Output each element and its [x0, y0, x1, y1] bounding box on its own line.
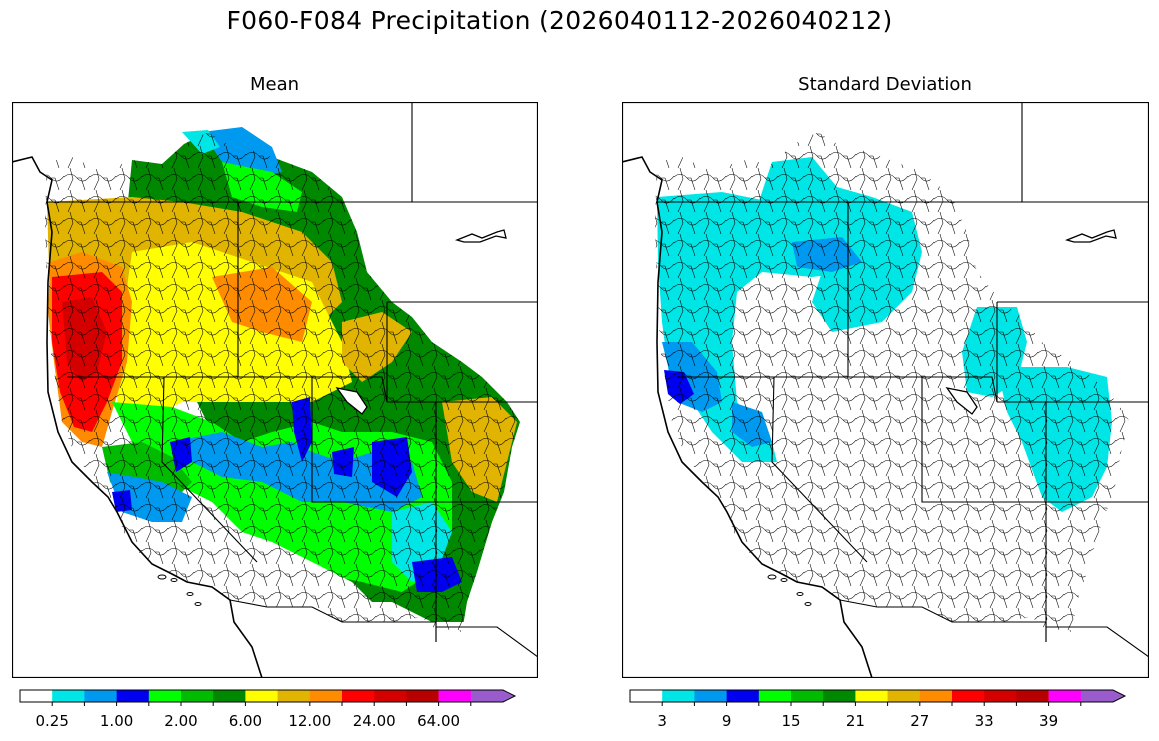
colorbar-swatch-6 — [213, 690, 246, 702]
colorbar-label: 6.00 — [229, 712, 262, 730]
colorbar-swatch-4 — [758, 690, 792, 702]
mean-basin-boundaries — [45, 132, 520, 632]
colorbar-label: 64.00 — [417, 712, 460, 730]
colorbar-swatch-5 — [181, 690, 214, 702]
colorbar-swatch-12 — [406, 690, 439, 702]
mean-map-frame — [12, 102, 538, 678]
figure-title: F060-F084 Precipitation (2026040112-2026… — [226, 6, 893, 35]
mean-state-boundaries — [47, 102, 538, 658]
colorbar-swatch-10 — [952, 690, 985, 702]
colorbar-swatch-0 — [20, 690, 53, 702]
colorbar-swatch-11 — [374, 690, 407, 702]
colorbar-swatch-7 — [245, 690, 278, 702]
mean-coastline — [12, 156, 263, 678]
colorbar-swatch-5 — [791, 690, 824, 702]
colorbar-swatch-2 — [694, 690, 727, 702]
colorbar-swatch-13 — [1048, 690, 1082, 702]
colorbar-label: 33 — [975, 712, 994, 730]
colorbar-label: 15 — [781, 712, 800, 730]
mean-panel-title: Mean — [249, 74, 300, 95]
colorbar-swatch-14 — [1080, 690, 1125, 702]
colorbar-swatch-8 — [887, 690, 921, 702]
stddev-colorbar: 3 9 15 21 27 33 39 — [629, 689, 1127, 730]
colorbar-swatch-2 — [84, 690, 117, 702]
colorbar-label: 21 — [846, 712, 865, 730]
colorbar-swatch-3 — [726, 690, 760, 702]
colorbar-swatch-1 — [662, 690, 695, 702]
colorbar-label: 2.00 — [164, 712, 197, 730]
colorbar-swatch-1 — [52, 690, 85, 702]
stddev-precipitation-map — [622, 102, 1149, 678]
colorbar-swatch-9 — [309, 690, 343, 702]
stddev-basin-boundaries — [655, 132, 1130, 632]
stddev-great-salt-lake — [945, 387, 978, 415]
stddev-coastline — [622, 156, 873, 678]
colorbar-swatch-12 — [1016, 690, 1049, 702]
colorbar-label: 24.00 — [353, 712, 396, 730]
colorbar-swatch-3 — [116, 690, 150, 702]
colorbar-outline — [19, 689, 517, 703]
stddev-state-boundaries — [657, 102, 1149, 658]
colorbar-swatch-13 — [438, 690, 472, 702]
colorbar-label: 3 — [657, 712, 667, 730]
mean-precipitation-map — [12, 102, 538, 678]
colorbar-label: 27 — [910, 712, 929, 730]
colorbar-swatch-0 — [630, 690, 663, 702]
mean-channel-islands — [157, 574, 202, 606]
stddev-map-frame — [622, 102, 1149, 678]
colorbar-swatch-14 — [470, 690, 515, 702]
colorbar-swatch-10 — [342, 690, 375, 702]
mean-lake-superior — [454, 229, 507, 243]
colorbar-label: 9 — [722, 712, 732, 730]
colorbar-swatch-9 — [919, 690, 953, 702]
stddev-channel-islands — [767, 574, 812, 606]
colorbar-label: 0.25 — [35, 712, 68, 730]
colorbar-swatch-6 — [823, 690, 856, 702]
colorbar-label: 39 — [1039, 712, 1058, 730]
colorbar-label: 12.00 — [288, 712, 331, 730]
mean-colorbar: 0.25 1.00 2.00 6.00 12.00 24.00 64.00 — [19, 689, 517, 730]
colorbar-swatch-4 — [148, 690, 182, 702]
colorbar-swatch-11 — [984, 690, 1017, 702]
stddev-panel-title: Standard Deviation — [798, 74, 972, 95]
colorbar-label: 1.00 — [100, 712, 133, 730]
colorbar-outline — [629, 689, 1127, 703]
stddev-lake-superior — [1064, 229, 1117, 243]
colorbar-swatch-7 — [855, 690, 888, 702]
colorbar-swatch-8 — [277, 690, 311, 702]
mean-great-salt-lake — [335, 387, 368, 415]
